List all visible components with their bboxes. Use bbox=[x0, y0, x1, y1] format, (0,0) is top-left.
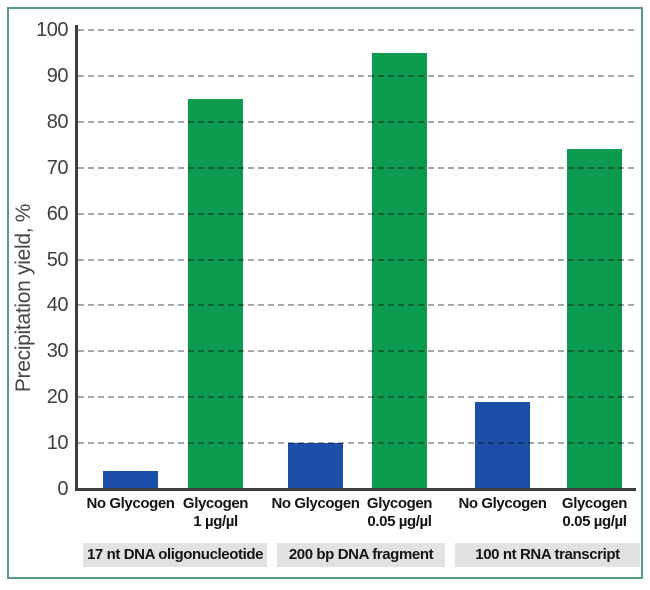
group-label-1: 200 bp DNA fragment bbox=[277, 543, 445, 567]
bar-label-5: Glycogen 0.05 µg/µl bbox=[525, 495, 650, 531]
y-tick-label-20: 20 bbox=[46, 386, 69, 409]
bar-label-line2: 0.05 µg/µl bbox=[367, 513, 432, 530]
gridline-60 bbox=[78, 212, 634, 215]
y-tick-label-60: 60 bbox=[46, 202, 69, 225]
y-tick-label-50: 50 bbox=[46, 248, 69, 271]
bar-label-line1: No Glycogen bbox=[458, 495, 547, 512]
y-tick-label-0: 0 bbox=[57, 478, 68, 500]
gridline-100 bbox=[78, 29, 634, 31]
gridline-10 bbox=[78, 442, 634, 445]
y-axis-line bbox=[75, 25, 78, 491]
group-label-2: 100 nt RNA transcript bbox=[455, 543, 640, 567]
bar-label-2: No Glycogen bbox=[246, 495, 386, 513]
gridline-70 bbox=[78, 166, 634, 169]
bar-label-line2: 1 µg/µl bbox=[193, 513, 238, 530]
bar-1-green bbox=[188, 98, 243, 489]
bar-label-line2: 0.05 µg/µl bbox=[562, 513, 627, 530]
y-tick-label-70: 70 bbox=[46, 156, 69, 179]
bar-4-blue bbox=[475, 401, 530, 489]
gridline-50 bbox=[78, 258, 634, 261]
bar-label-line1: No Glycogen bbox=[271, 495, 360, 512]
gridline-80 bbox=[78, 120, 634, 123]
bar-label-4: No Glycogen bbox=[433, 495, 573, 513]
y-tick-label-30: 30 bbox=[46, 340, 69, 363]
group-label-0: 17 nt DNA oligonucleotide bbox=[83, 543, 267, 567]
bar-label-0: No Glycogen bbox=[61, 495, 201, 513]
gridline-30 bbox=[78, 350, 634, 353]
y-tick-label-10: 10 bbox=[46, 432, 69, 455]
gridline-20 bbox=[78, 396, 634, 399]
bar-label-3: Glycogen 0.05 µg/µl bbox=[330, 495, 470, 531]
bar-label-1: Glycogen 1 µg/µl bbox=[146, 495, 286, 531]
bar-3-green bbox=[372, 52, 427, 489]
bar-5-green bbox=[567, 149, 622, 489]
y-tick-label-80: 80 bbox=[46, 110, 69, 133]
bar-label-line1: Glycogen bbox=[182, 495, 249, 512]
bar-label-line1: No Glycogen bbox=[86, 495, 175, 512]
x-axis-baseline bbox=[75, 488, 636, 491]
bar-label-line1: Glycogen bbox=[561, 495, 628, 512]
bar-0-blue bbox=[103, 470, 158, 489]
bar-2-blue bbox=[288, 443, 343, 489]
gridline-40 bbox=[78, 304, 634, 307]
y-tick-label-40: 40 bbox=[46, 294, 69, 317]
y-tick-label-90: 90 bbox=[46, 64, 69, 87]
bar-label-line1: Glycogen bbox=[366, 495, 433, 512]
y-tick-label-100: 100 bbox=[36, 19, 68, 41]
gridline-90 bbox=[78, 74, 634, 77]
